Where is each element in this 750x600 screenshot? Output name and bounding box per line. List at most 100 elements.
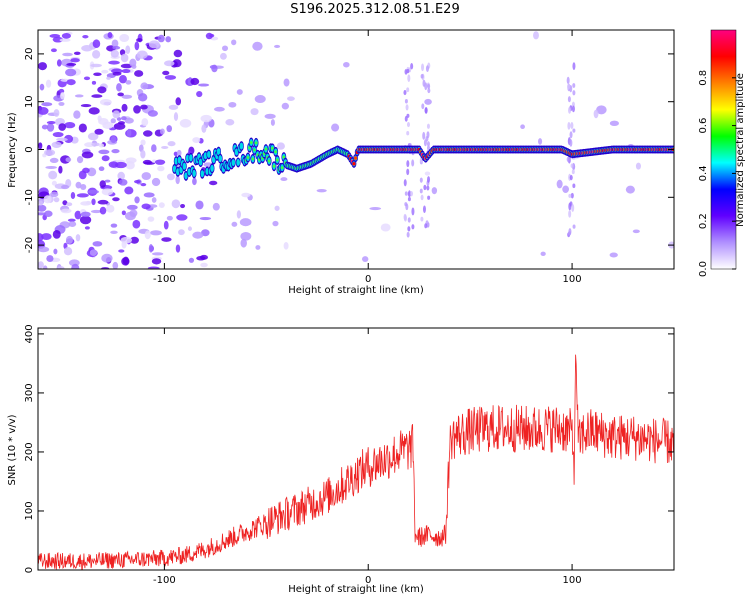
spectrogram-cell	[38, 200, 43, 206]
spectrogram-cell	[164, 75, 177, 80]
spectrogram-cell	[151, 177, 161, 187]
spectrogram-cell	[147, 216, 155, 222]
spectrogram-cell	[87, 132, 99, 141]
spectrogram-cell	[91, 198, 96, 206]
spectrogram-cell	[166, 215, 173, 221]
spectrogram-cell	[67, 218, 76, 222]
spectrogram-cell	[58, 101, 65, 106]
spectrogram-cell	[75, 181, 82, 189]
spectrogram-cell	[53, 248, 58, 255]
ridge-cell	[210, 164, 214, 172]
spectrogram-cell	[159, 128, 165, 135]
spectrogram-cell	[403, 90, 407, 96]
spectrogram-cell	[38, 142, 43, 150]
colorbar-tick-label: 0.4	[698, 165, 709, 181]
spectrogram-cell	[79, 215, 92, 225]
spectrogram-cell	[406, 160, 410, 168]
snr-frame	[37, 327, 675, 571]
spectrogram-cell	[175, 175, 180, 185]
spectrogram-cell	[66, 202, 73, 207]
spectrogram-cell	[107, 31, 113, 39]
spectrogram-cell	[425, 135, 429, 142]
spectrogram-cell	[111, 148, 120, 154]
spectrogram-cell	[571, 101, 575, 108]
ridge-cell	[254, 141, 258, 145]
spectrogram-cell	[112, 45, 121, 50]
spectrogram-cell	[142, 159, 152, 165]
spectrogram-cell	[426, 222, 430, 228]
spectrogram-cell	[188, 257, 195, 263]
spectrogram-cell	[407, 226, 411, 232]
spectrogram-cell	[140, 82, 149, 90]
spectrogram-cell	[38, 106, 49, 115]
spectrogram-cell	[84, 226, 90, 230]
spectrogram-cell	[151, 197, 157, 203]
ridge-cell	[353, 156, 358, 160]
spectrogram-cell	[99, 98, 112, 106]
spectrogram-cell	[49, 33, 61, 38]
spectrogram-cell	[134, 179, 141, 184]
spectrogram-cell	[134, 70, 144, 77]
spectrogram-cell	[81, 151, 94, 159]
spectrogram-cell	[567, 122, 571, 130]
ridge-cell	[218, 155, 223, 163]
spectrogram-cell	[572, 90, 576, 96]
spectrogram-cell	[136, 38, 143, 42]
spectrogram-cell	[43, 265, 48, 269]
snr-series-line	[38, 354, 674, 570]
spectrogram-cell	[154, 159, 166, 165]
spectrogram-cell	[141, 118, 149, 127]
ridge-cell	[251, 157, 255, 161]
spectrogram-cell	[572, 224, 576, 229]
spectrogram-cell	[121, 210, 126, 216]
y-tick-label: 200	[24, 442, 35, 461]
spectrogram-cell	[571, 204, 575, 212]
spectrogram-cell	[110, 230, 118, 235]
spectrogram-cell	[39, 83, 45, 91]
spectrogram-cell	[407, 74, 411, 83]
spectrogram-cell	[283, 78, 290, 87]
spectrogram-cell	[239, 218, 252, 227]
spectrogram-cell	[205, 32, 213, 40]
spectrogram-cell	[410, 63, 414, 70]
spectrogram-cell	[62, 52, 73, 57]
ridge-cell	[246, 156, 250, 159]
spectrogram-cell	[420, 216, 424, 222]
spectrogram-cell	[179, 118, 192, 128]
spectrogram-cell	[80, 201, 92, 206]
spectrogram-cell	[82, 167, 90, 174]
spectrogram-cell	[201, 229, 210, 237]
spectrogram-cell	[52, 131, 64, 138]
spectrogram-cell	[625, 185, 635, 194]
spectrogram-cell	[116, 117, 122, 121]
spectrogram-cell	[272, 220, 279, 227]
spectrogram-cell	[73, 51, 81, 56]
spectrogram-cell	[41, 124, 48, 130]
spectrogram-cell	[240, 238, 247, 248]
spectrogram-cell	[56, 59, 62, 67]
spectrogram-cell	[407, 217, 411, 223]
ridge-cell	[198, 158, 203, 166]
spectrogram-cell	[143, 192, 155, 198]
spectrogram-cell	[121, 103, 128, 112]
spectrogram-cell	[537, 138, 543, 145]
spectrogram-cell	[200, 262, 208, 268]
y-tick-label: 100	[24, 501, 35, 520]
spectrogram-cell	[94, 128, 104, 135]
spectrogram-cell	[118, 74, 127, 84]
spectrogram-cell	[90, 209, 102, 214]
spectrogram-cell	[572, 183, 576, 189]
spectrogram-cell	[192, 137, 201, 143]
spectrogram-cell	[56, 137, 68, 142]
ridge-cell	[282, 155, 286, 159]
x-tick-label: 100	[563, 575, 582, 586]
spectrogram-cell	[424, 98, 432, 105]
spectrogram-cell	[403, 213, 407, 221]
spectrogram-cell	[61, 33, 71, 39]
spectrogram-cell	[424, 223, 428, 229]
spectrogram-cell	[134, 196, 140, 204]
spectrogram-cell	[38, 62, 48, 71]
spectrogram-cell	[110, 118, 116, 124]
spectrogram-cell	[568, 193, 572, 198]
